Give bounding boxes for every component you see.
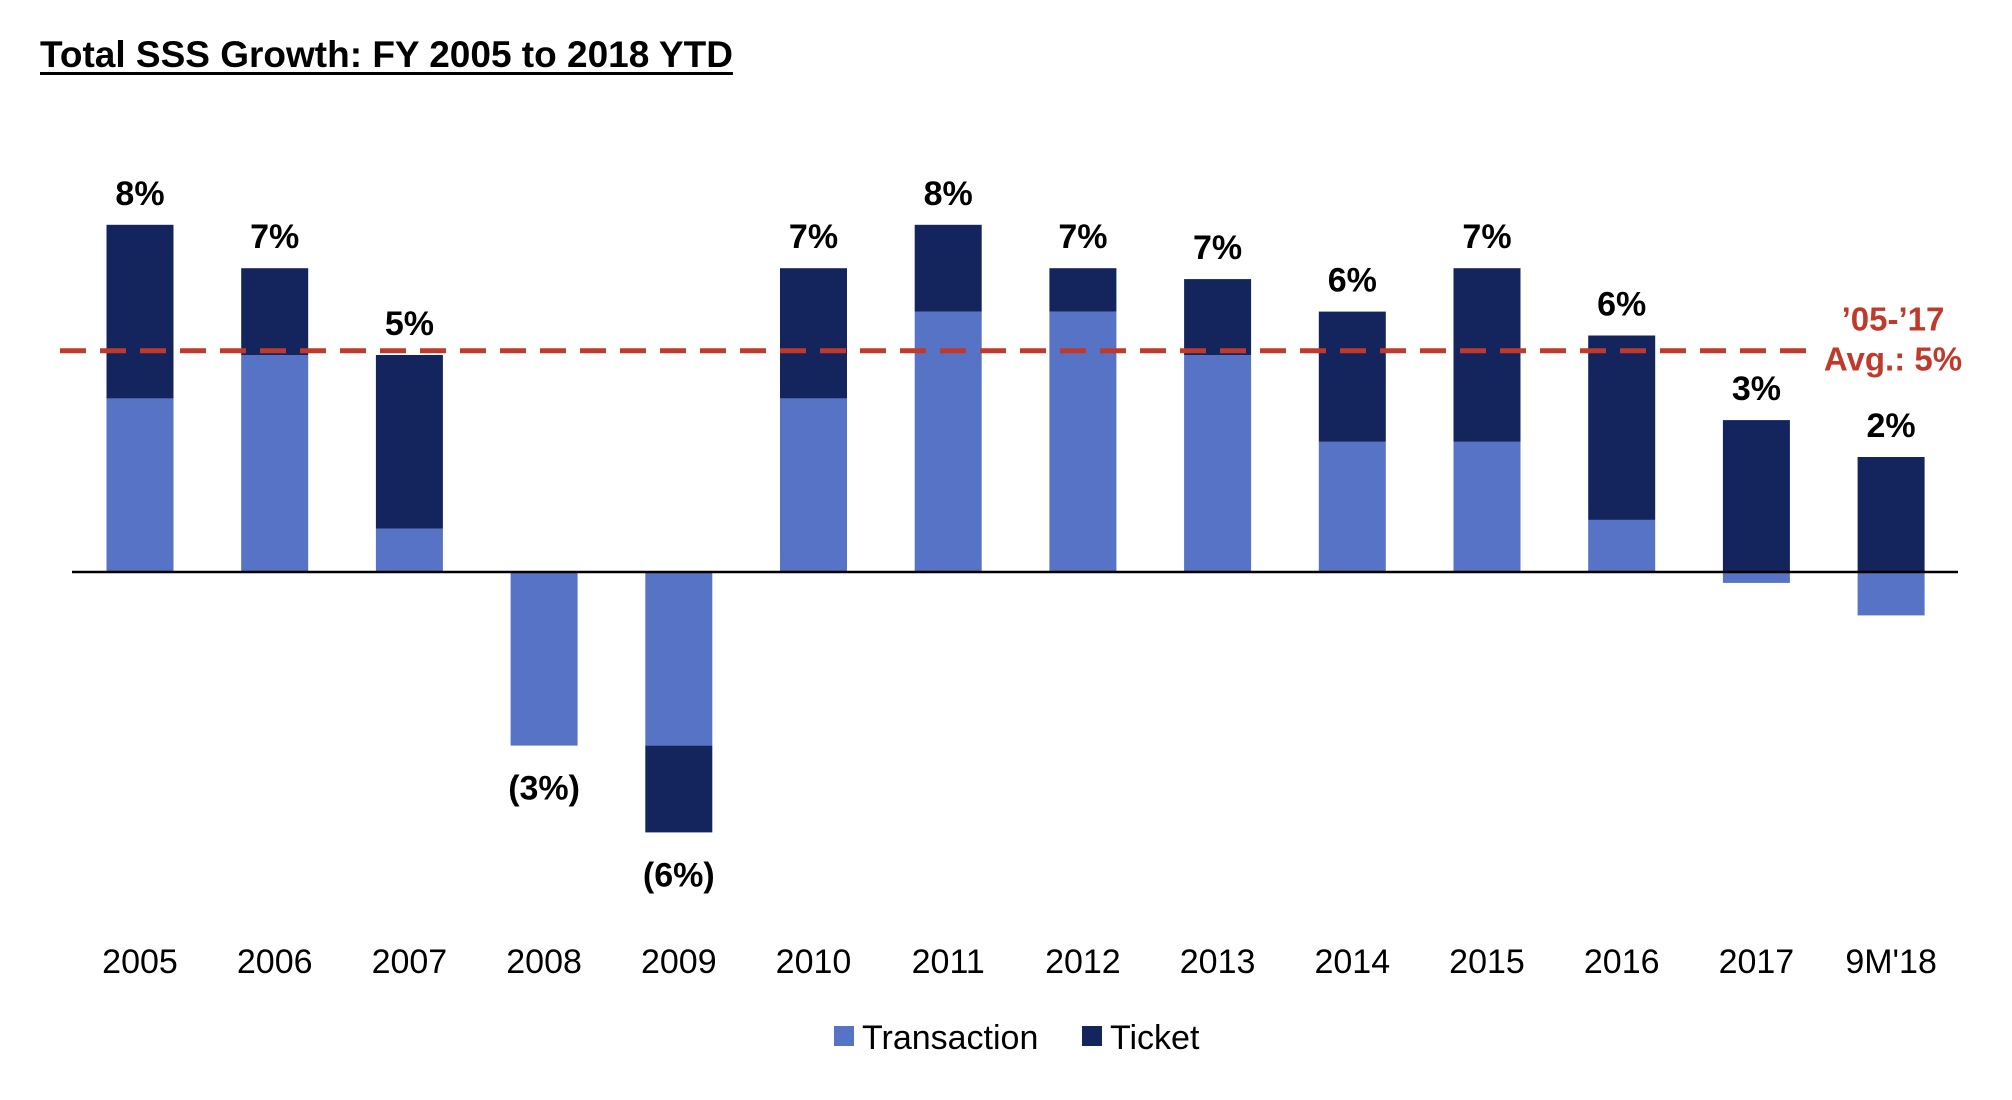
category-label: 2016 bbox=[1584, 943, 1660, 981]
chart-title: Total SSS Growth: FY 2005 to 2018 YTD bbox=[40, 34, 733, 75]
data-label: 8% bbox=[924, 175, 973, 213]
data-label: 7% bbox=[1462, 218, 1511, 256]
bar-ticket-2011 bbox=[914, 224, 982, 312]
category-label: 2013 bbox=[1180, 943, 1256, 981]
legend-swatch-ticket bbox=[1082, 1026, 1102, 1046]
category-label: 2007 bbox=[372, 943, 448, 981]
category-label: 2010 bbox=[776, 943, 852, 981]
data-label: (6%) bbox=[643, 856, 715, 894]
category-label: 2017 bbox=[1719, 943, 1795, 981]
data-label: 6% bbox=[1328, 262, 1377, 300]
bar-ticket-2005 bbox=[106, 224, 174, 399]
data-label: 6% bbox=[1597, 286, 1646, 324]
data-label: 8% bbox=[115, 175, 164, 213]
data-label: 7% bbox=[1058, 218, 1107, 256]
data-label: 2% bbox=[1867, 407, 1916, 445]
data-label: 7% bbox=[1193, 229, 1242, 267]
average-label-value: Avg.: 5% bbox=[1824, 341, 1962, 378]
category-label: 2012 bbox=[1045, 943, 1121, 981]
bar-ticket-2014 bbox=[1318, 311, 1386, 442]
category-label: 2008 bbox=[506, 943, 582, 981]
category-label: 2011 bbox=[912, 943, 985, 981]
bar-transaction-2010 bbox=[780, 398, 847, 572]
bar-transaction-2016 bbox=[1588, 519, 1656, 572]
bar-ticket-2012 bbox=[1049, 268, 1117, 312]
bar-ticket-9m18 bbox=[1857, 457, 1925, 572]
bar-ticket-2016 bbox=[1588, 335, 1656, 520]
bar-ticket-2017 bbox=[1722, 420, 1790, 572]
bar-ticket-2009 bbox=[645, 745, 713, 833]
category-label: 2009 bbox=[641, 943, 717, 981]
bar-transaction-2015 bbox=[1453, 441, 1521, 572]
average-label-period: ’05-’17 bbox=[1842, 301, 1945, 338]
category-label: 2015 bbox=[1449, 943, 1525, 981]
bar-transaction-2012 bbox=[1049, 311, 1117, 572]
category-label: 2014 bbox=[1314, 943, 1390, 981]
bar-transaction-2008 bbox=[510, 572, 578, 746]
legend-label-ticket: Ticket bbox=[1110, 1019, 1200, 1057]
legend: Transaction Ticket bbox=[834, 1019, 1200, 1057]
bar-transaction-2009 bbox=[645, 572, 713, 746]
labels-layer: 8% 2005 7% 2006 5% 2007 (3%) 2008 (6%) 2009 7% 2010… bbox=[102, 175, 1937, 981]
bar-transaction-2013 bbox=[1184, 355, 1252, 572]
category-label: 2005 bbox=[102, 943, 178, 981]
category-label: 9M'18 bbox=[1845, 943, 1937, 981]
bar-ticket-2013 bbox=[1184, 279, 1252, 355]
bar-ticket-2015 bbox=[1453, 268, 1521, 442]
data-label: 3% bbox=[1732, 370, 1781, 408]
bar-ticket-2010 bbox=[780, 268, 847, 399]
bar-ticket-2007 bbox=[375, 355, 443, 529]
category-label: 2006 bbox=[237, 943, 313, 981]
bar-transaction-9m18 bbox=[1857, 572, 1925, 616]
data-label: (3%) bbox=[508, 770, 580, 808]
bar-transaction-2007 bbox=[375, 528, 443, 572]
bar-transaction-2017 bbox=[1722, 572, 1790, 583]
legend-label-transaction: Transaction bbox=[862, 1019, 1038, 1057]
bar-transaction-2011 bbox=[914, 311, 982, 572]
bars-layer bbox=[106, 224, 1925, 833]
bar-transaction-2006 bbox=[241, 355, 309, 572]
data-label: 7% bbox=[789, 218, 838, 256]
bar-ticket-2006 bbox=[241, 268, 309, 355]
legend-swatch-transaction bbox=[834, 1026, 854, 1046]
data-label: 5% bbox=[385, 305, 434, 343]
bar-transaction-2014 bbox=[1318, 441, 1386, 572]
bar-transaction-2005 bbox=[106, 398, 174, 572]
data-label: 7% bbox=[250, 218, 299, 256]
